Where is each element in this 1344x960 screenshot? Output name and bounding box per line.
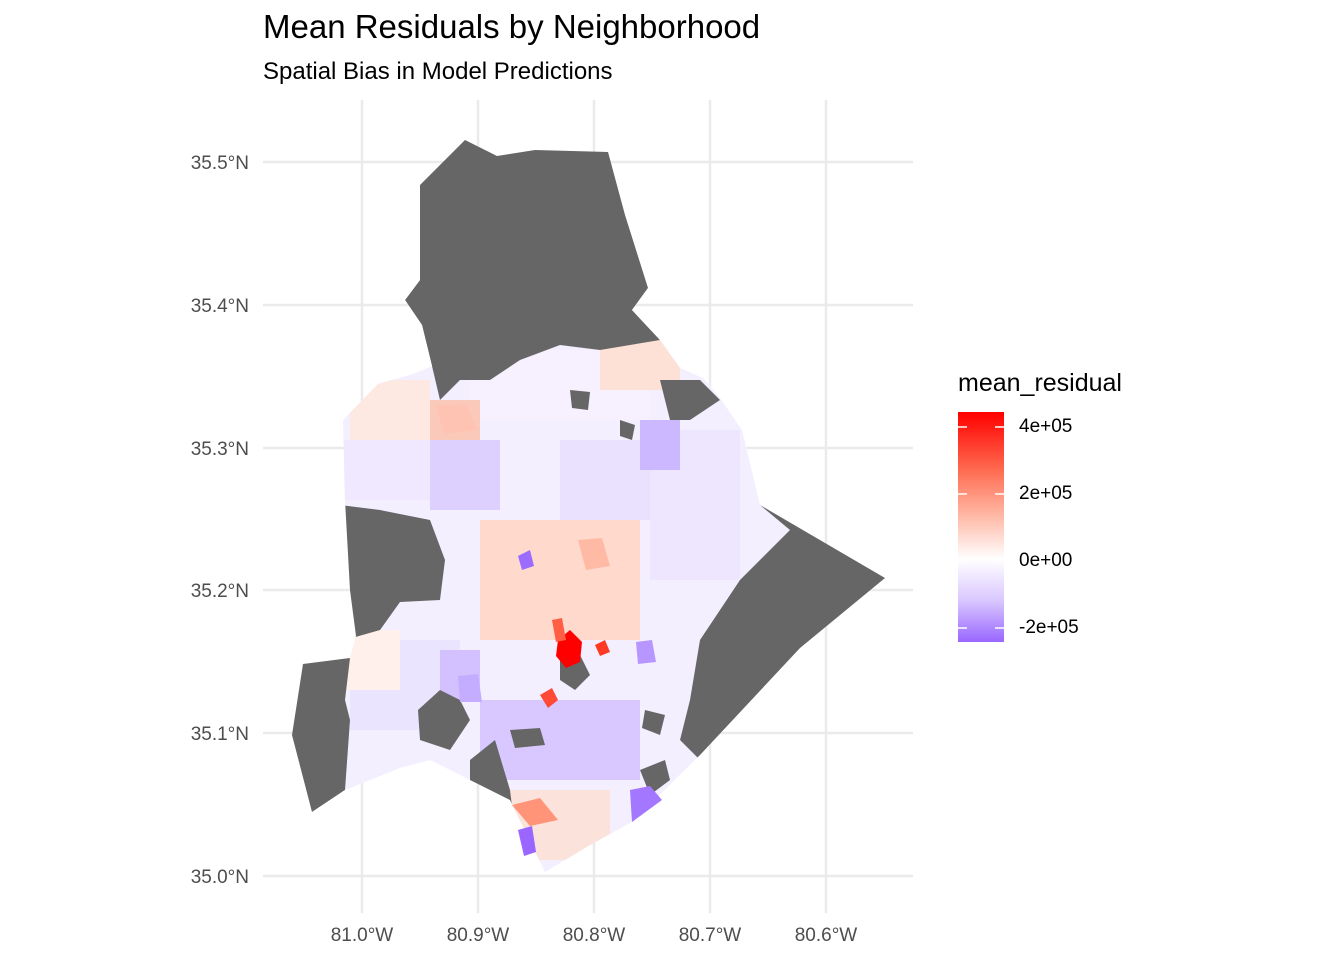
legend-label: -2e+05 xyxy=(1019,617,1079,638)
region-tint-ne-purple xyxy=(640,420,680,470)
region-na-central-2 xyxy=(570,390,590,410)
legend-gradient xyxy=(958,412,1004,642)
region-na-sw-inner xyxy=(418,690,470,750)
region-tint-mid-lavender xyxy=(430,440,500,510)
x-tick-label: 80.9°W xyxy=(447,925,510,946)
county-map xyxy=(292,140,885,872)
y-tick-label: 35.5°N xyxy=(191,153,249,174)
region-cool-center-left xyxy=(518,550,534,570)
region-na-sw xyxy=(292,650,350,812)
region-hot-center-3 xyxy=(552,618,566,642)
region-cool-sw xyxy=(458,674,482,702)
y-tick-label: 35.3°N xyxy=(191,439,249,460)
y-axis: 35.5°N 35.4°N 35.3°N 35.2°N 35.1°N 35.0°… xyxy=(191,153,249,888)
region-warm-nw xyxy=(436,404,478,434)
y-tick-label: 35.2°N xyxy=(191,581,249,602)
region-na-south-east xyxy=(640,760,670,795)
region-warm-south xyxy=(512,798,558,826)
x-axis: 81.0°W 80.9°W 80.8°W 80.7°W 80.6°W xyxy=(331,925,858,946)
region-na-north xyxy=(400,140,660,400)
legend-label: 2e+05 xyxy=(1019,483,1073,504)
x-tick-label: 80.7°W xyxy=(679,925,742,946)
region-na-east-strip xyxy=(660,380,720,420)
region-cool-se xyxy=(630,786,662,822)
y-tick-label: 35.1°N xyxy=(191,724,249,745)
legend-label: 0e+00 xyxy=(1019,550,1073,571)
region-hot-south xyxy=(540,688,558,708)
region-na-east xyxy=(680,505,885,760)
region-na-central-3 xyxy=(620,420,635,440)
x-tick-label: 80.6°W xyxy=(795,925,858,946)
legend-label: 4e+05 xyxy=(1019,416,1073,437)
chart-title: Mean Residuals by Neighborhood xyxy=(263,8,761,45)
y-tick-label: 35.4°N xyxy=(191,296,249,317)
region-tint-mid2 xyxy=(560,440,650,520)
chart-subtitle: Spatial Bias in Model Predictions xyxy=(263,58,613,85)
x-tick-label: 80.8°W xyxy=(563,925,626,946)
region-cool-center-right xyxy=(636,640,656,664)
region-tint-s xyxy=(480,700,640,780)
x-tick-label: 81.0°W xyxy=(331,925,394,946)
legend-colorbar xyxy=(958,412,1004,642)
region-cool-south-tip xyxy=(518,826,536,856)
y-tick-label: 35.0°N xyxy=(191,867,249,888)
legend-title: mean_residual xyxy=(958,369,1122,397)
region-hot-center-2 xyxy=(595,640,610,656)
region-na-west xyxy=(340,505,445,638)
region-warm-ne xyxy=(578,538,610,570)
region-na-central-5 xyxy=(642,710,665,735)
region-na-central-4 xyxy=(510,728,545,748)
